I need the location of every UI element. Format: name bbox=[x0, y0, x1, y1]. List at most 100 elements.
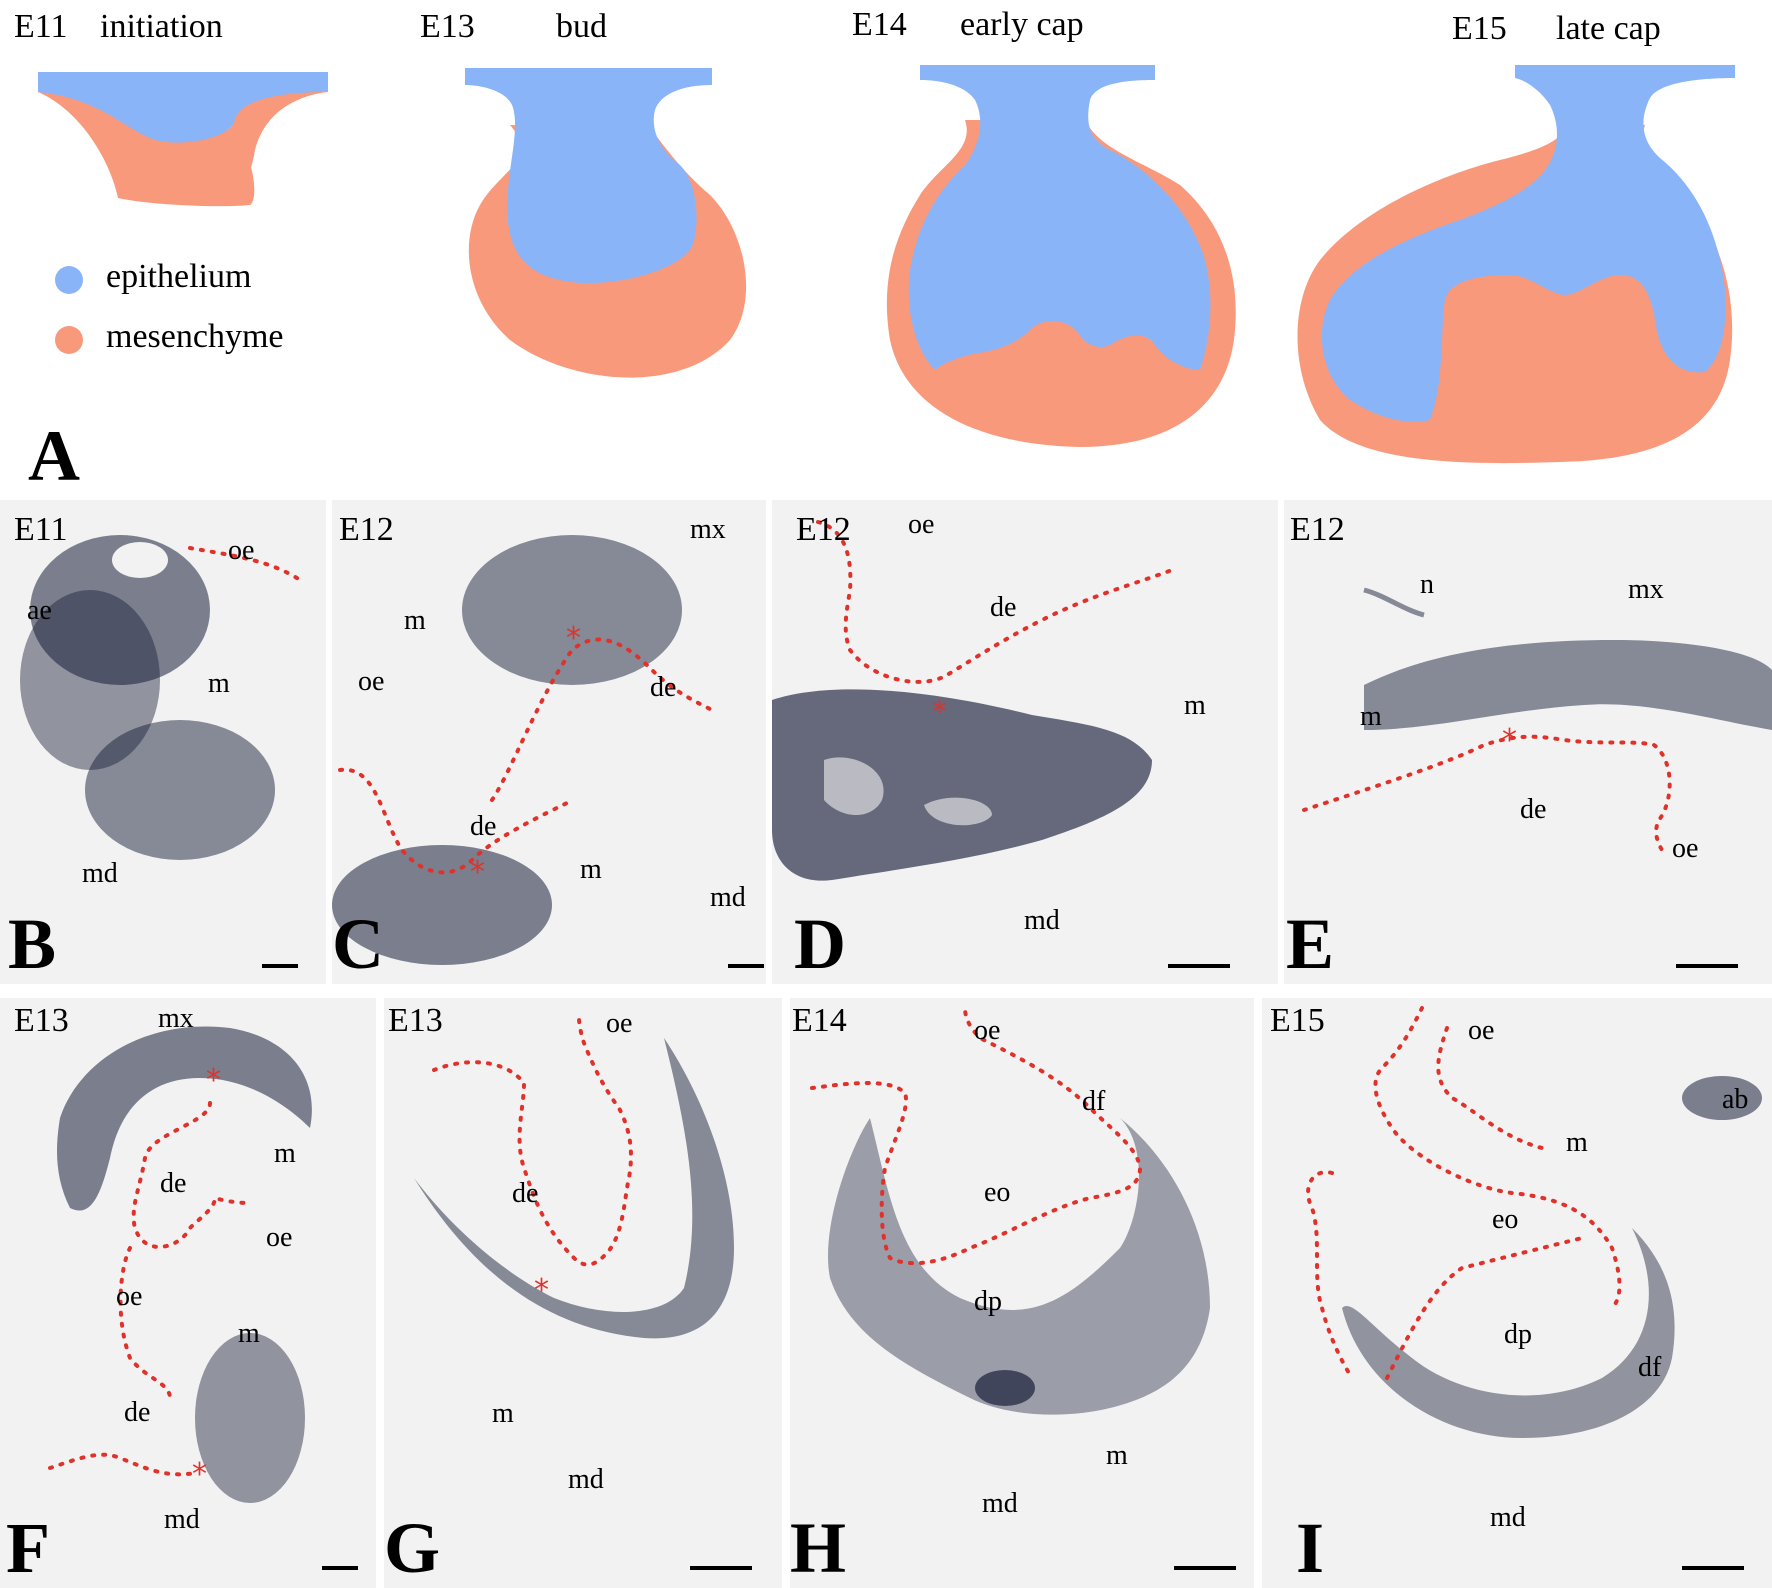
tissue-label: df bbox=[1082, 1086, 1106, 1117]
bud-shape bbox=[465, 68, 747, 378]
scale-bar bbox=[1174, 1566, 1236, 1570]
tissue-label: de bbox=[160, 1168, 187, 1199]
tissue-label: oe bbox=[606, 1008, 633, 1039]
scale-bar bbox=[262, 964, 298, 968]
stage-label: E14 bbox=[852, 6, 907, 43]
tissue-label: de bbox=[512, 1178, 539, 1209]
tissue-label: md bbox=[82, 858, 118, 889]
legend-swatch-epithelium bbox=[55, 266, 83, 294]
stage-name: early cap bbox=[960, 6, 1084, 43]
micrograph-panel-e: * E12 n mx m de oe E bbox=[1284, 500, 1772, 984]
micrograph-panel-c: * * E12 mx m oe de de m md C bbox=[332, 500, 766, 984]
panel-letter: I bbox=[1296, 1508, 1325, 1588]
micrograph-image: * bbox=[772, 520, 1174, 881]
micrograph-image bbox=[810, 1006, 1210, 1415]
svg-text:*: * bbox=[470, 855, 485, 890]
schematic-drawing bbox=[38, 65, 1735, 464]
stage-label: E11 bbox=[14, 8, 68, 45]
tissue-label: m bbox=[208, 668, 230, 699]
tissue-label: oe bbox=[974, 1015, 1001, 1046]
tissue-label: m bbox=[238, 1318, 260, 1349]
tissue-label: m bbox=[404, 605, 426, 636]
panel-letter: B bbox=[8, 904, 57, 984]
tissue-label: m bbox=[1566, 1127, 1588, 1158]
panel-letter: H bbox=[790, 1508, 847, 1588]
tissue-label: de bbox=[470, 811, 497, 842]
tissue-label: dp bbox=[974, 1286, 1002, 1317]
micrograph-panel-f: * * E13 mx de m oe oe m de md F bbox=[0, 998, 376, 1588]
tissue-label: md bbox=[982, 1488, 1018, 1519]
tissue-label: mx bbox=[1628, 574, 1664, 605]
svg-text:*: * bbox=[566, 621, 581, 656]
initiation-shape bbox=[38, 72, 328, 207]
tissue-label: m bbox=[1184, 690, 1206, 721]
tissue-label: md bbox=[1024, 905, 1060, 936]
tissue-label: dp bbox=[1504, 1319, 1532, 1350]
tissue-label: m bbox=[1106, 1440, 1128, 1471]
tissue-label: de bbox=[1520, 794, 1547, 825]
svg-text:*: * bbox=[1502, 723, 1517, 758]
tissue-label: m bbox=[274, 1138, 296, 1169]
scale-bar bbox=[728, 964, 764, 968]
micrograph-image: * bbox=[414, 1016, 734, 1339]
stage-label: E15 bbox=[1452, 10, 1507, 47]
stage-label: E13 bbox=[14, 1002, 69, 1039]
tissue-label: eo bbox=[984, 1177, 1011, 1208]
legend-swatch-mesenchyme bbox=[55, 326, 83, 354]
legend-label-epithelium: epithelium bbox=[106, 258, 252, 295]
tissue-label: md bbox=[164, 1504, 200, 1535]
tissue-label: md bbox=[1490, 1502, 1526, 1533]
tissue-label: de bbox=[650, 672, 677, 703]
stage-name: initiation bbox=[100, 8, 223, 45]
tissue-label: eo bbox=[1492, 1204, 1519, 1235]
tissue-label: m bbox=[1360, 701, 1382, 732]
tissue-label: oe bbox=[1468, 1015, 1495, 1046]
scale-bar bbox=[1676, 964, 1738, 968]
panel-letter: A bbox=[28, 416, 80, 496]
micrograph-panel-b: E11 ae oe m md B bbox=[0, 500, 326, 984]
stage-label: E12 bbox=[1290, 511, 1345, 548]
tissue-label: ae bbox=[27, 595, 52, 626]
stage-label: E12 bbox=[796, 511, 851, 548]
micrograph-image: * * bbox=[48, 1026, 312, 1503]
panel-letter: C bbox=[332, 904, 384, 984]
micrograph-panel-h: E14 oe df eo dp m md H bbox=[790, 998, 1254, 1588]
stage-label: E15 bbox=[1270, 1002, 1325, 1039]
svg-text:*: * bbox=[206, 1063, 221, 1098]
tissue-label: oe bbox=[1672, 833, 1699, 864]
panel-letter: F bbox=[6, 1508, 50, 1588]
scale-bar bbox=[1682, 1566, 1744, 1570]
tissue-label: oe bbox=[266, 1222, 293, 1253]
tissue-label: oe bbox=[908, 509, 935, 540]
tissue-label: m bbox=[492, 1398, 514, 1429]
stage-name: bud bbox=[556, 8, 607, 45]
legend-label-mesenchyme: mesenchyme bbox=[106, 318, 284, 355]
tissue-label: ab bbox=[1722, 1084, 1749, 1115]
tissue-label: de bbox=[124, 1397, 151, 1428]
svg-text:*: * bbox=[932, 695, 947, 730]
stage-name: late cap bbox=[1556, 10, 1661, 47]
panel-letter: E bbox=[1286, 904, 1335, 984]
micrograph-image bbox=[1306, 1006, 1762, 1438]
micrograph-image: * bbox=[1302, 587, 1772, 852]
tissue-label: md bbox=[710, 882, 746, 913]
late-cap-shape bbox=[1297, 65, 1735, 464]
stage-label: E11 bbox=[14, 511, 68, 548]
micrograph-panel-d: * E12 oe de m md D bbox=[772, 500, 1278, 984]
tissue-label: n bbox=[1420, 569, 1434, 600]
svg-text:*: * bbox=[192, 1457, 207, 1492]
micrograph-panel-i: E15 oe ab m eo dp df md I bbox=[1262, 998, 1772, 1588]
early-cap-shape bbox=[886, 65, 1236, 447]
tissue-label: oe bbox=[228, 535, 255, 566]
micrograph-image bbox=[20, 535, 302, 860]
tissue-label: mx bbox=[158, 1003, 194, 1034]
tissue-label: oe bbox=[116, 1281, 143, 1312]
stage-label: E12 bbox=[339, 511, 394, 548]
scale-bar bbox=[1168, 964, 1230, 968]
tissue-label: mx bbox=[690, 514, 726, 545]
micrograph-panel-g: * E13 oe de m md G bbox=[384, 998, 782, 1588]
tissue-label: df bbox=[1638, 1352, 1662, 1383]
stage-label: E14 bbox=[792, 1002, 847, 1039]
panel-letter: D bbox=[794, 904, 846, 984]
tissue-label: oe bbox=[358, 666, 385, 697]
